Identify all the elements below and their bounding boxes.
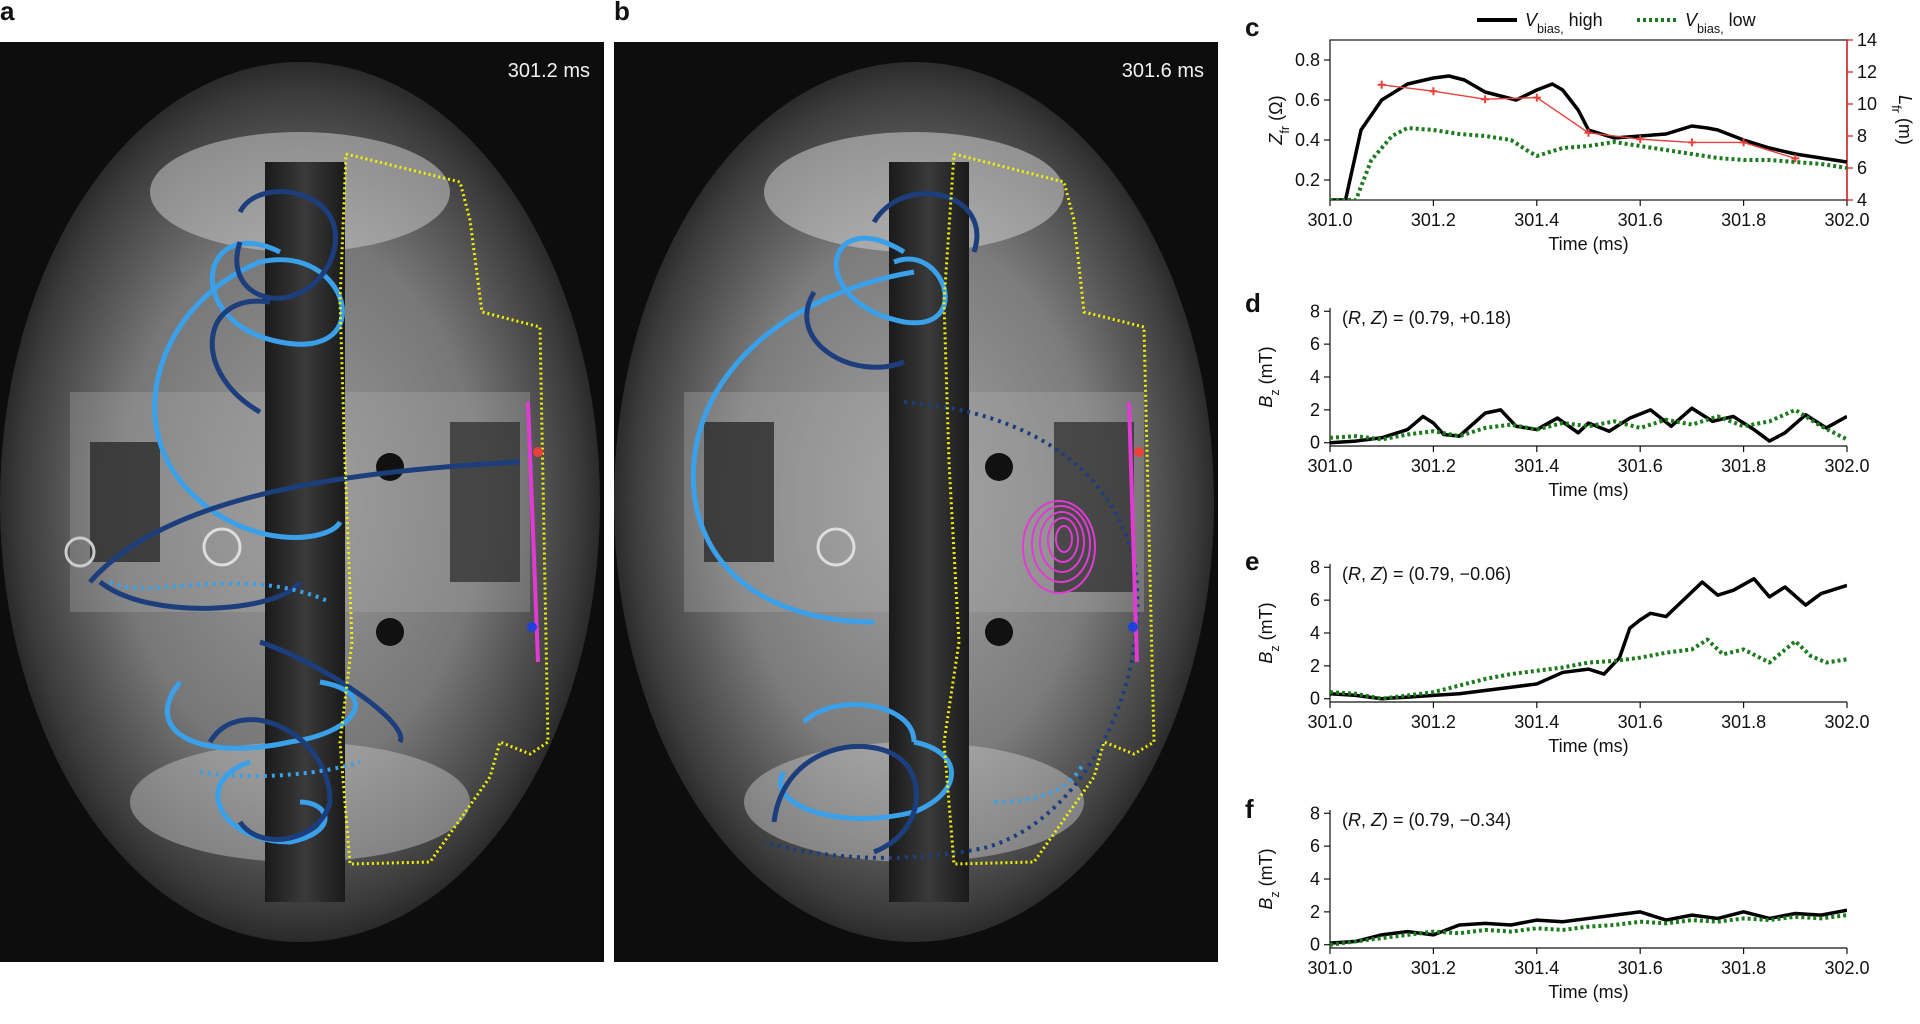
- panel-letter-e: e: [1245, 546, 1259, 576]
- x-tick-label: 301.0: [1307, 712, 1352, 732]
- y-tick-label: 8: [1310, 803, 1320, 823]
- panel-letter-a: a: [0, 0, 15, 26]
- y-tick-label: 0.6: [1295, 90, 1320, 110]
- x-tick-label: 301.8: [1721, 712, 1766, 732]
- y-axis-label: Zfr (Ω): [1266, 95, 1292, 145]
- frame-timestamp-b: 301.6 ms: [1121, 60, 1204, 82]
- chart-c: c 301.0 301.2 301.4 301.6 301.8 302.0 0.2 0.4 0.6…: [1245, 10, 1915, 254]
- x-axis-label: Time (ms): [1548, 480, 1628, 500]
- x-tick-label: 301.2: [1411, 712, 1456, 732]
- y-tick-label: 0.8: [1295, 50, 1320, 70]
- series-line-vbias-low: [1330, 407, 1847, 442]
- x-tick-label: 301.2: [1411, 456, 1456, 476]
- x-tick-label: 301.2: [1411, 958, 1456, 978]
- x-tick-label: 302.0: [1824, 712, 1869, 732]
- point-lfr: [1584, 128, 1593, 137]
- point-lfr: [1377, 80, 1386, 89]
- y-tick-label: 0: [1310, 689, 1320, 709]
- x-tick-label: 301.6: [1618, 456, 1663, 476]
- series-line-vbias-low: [1330, 637, 1847, 701]
- y-tick-label: 8: [1310, 557, 1320, 577]
- plot-frame: [1329, 39, 1848, 201]
- series-line-vbias-low: [1330, 126, 1847, 200]
- chart-f: f 301.0 301.2 301.4 301.6 301.8 302.0 0 2 4 6 8 Time…: [1245, 794, 1870, 1002]
- x-axis-label: Time (ms): [1548, 234, 1628, 254]
- right-y-tick-label: 8: [1857, 126, 1867, 146]
- camera-image-b: 301.6 ms: [614, 42, 1218, 962]
- y-tick-label: 6: [1310, 590, 1320, 610]
- legend-label-high: Vbias, high: [1525, 10, 1603, 36]
- x-tick-label: 301.0: [1307, 456, 1352, 476]
- y-tick-label: 0: [1310, 433, 1320, 453]
- y-tick-label: 4: [1310, 623, 1320, 643]
- legend-label-low: Vbias, low: [1685, 10, 1757, 36]
- x-tick-label: 301.6: [1618, 712, 1663, 732]
- point-lfr: [1481, 95, 1490, 104]
- chart-d: d 301.0 301.2 301.4 301.6 301.8 302.0 0 2 4 6 8 Time…: [1245, 288, 1870, 500]
- x-tick-label: 301.4: [1514, 210, 1559, 230]
- panel-letter-d: d: [1245, 288, 1261, 318]
- x-tick-label: 301.6: [1618, 958, 1663, 978]
- x-tick-label: 301.2: [1411, 210, 1456, 230]
- x-tick-label: 301.4: [1514, 958, 1559, 978]
- right-y-tick-label: 12: [1857, 62, 1877, 82]
- series-line-vbias-high: [1330, 74, 1847, 200]
- y-tick-label: 0.4: [1295, 130, 1320, 150]
- right-y-tick-label: 10: [1857, 94, 1877, 114]
- frame-timestamp-a: 301.2 ms: [507, 60, 590, 82]
- panel-letter-c: c: [1245, 12, 1259, 42]
- right-y-tick-label: 14: [1857, 30, 1877, 50]
- y-tick-label: 2: [1310, 400, 1320, 420]
- coordinate-annotation: (R, Z) = (0.79, −0.34): [1342, 810, 1511, 830]
- x-axis-label: Time (ms): [1548, 982, 1628, 1002]
- y-tick-label: 8: [1310, 301, 1320, 321]
- camera-image-a: 301.2 ms: [0, 42, 604, 962]
- series-line-vbias-high: [1330, 577, 1847, 701]
- chart-e: e 301.0 301.2 301.4 301.6 301.8 302.0 0 2 4 6 8 Time…: [1245, 546, 1870, 756]
- x-tick-label: 301.0: [1307, 958, 1352, 978]
- x-tick-label: 301.8: [1721, 958, 1766, 978]
- series-line-vbias-low: [1330, 913, 1847, 947]
- right-y-axis-label: Lfr (m): [1889, 95, 1915, 145]
- point-lfr: [1636, 135, 1645, 144]
- y-axis-label: Bz (mT): [1256, 346, 1282, 407]
- panel-letter-f: f: [1245, 794, 1254, 824]
- y-axis-label: Bz (mT): [1256, 848, 1282, 909]
- y-tick-label: 2: [1310, 656, 1320, 676]
- panel-letter-b: b: [614, 0, 630, 26]
- point-lfr: [1791, 154, 1800, 163]
- x-tick-label: 301.4: [1514, 456, 1559, 476]
- y-tick-label: 6: [1310, 836, 1320, 856]
- x-tick-label: 301.8: [1721, 210, 1766, 230]
- y-tick-label: 0.2: [1295, 170, 1320, 190]
- series-line-lfr: [1381, 84, 1796, 160]
- x-tick-label: 301.6: [1618, 210, 1663, 230]
- y-tick-label: 4: [1310, 367, 1320, 387]
- coordinate-annotation: (R, Z) = (0.79, +0.18): [1342, 308, 1511, 328]
- x-tick-label: 301.4: [1514, 712, 1559, 732]
- charts-panel: c 301.0 301.2 301.4 301.6 301.8 302.0 0.2 0.4 0.6…: [1245, 10, 1915, 1002]
- y-axis-label: Bz (mT): [1256, 602, 1282, 663]
- flux-contours: [1022, 500, 1096, 594]
- y-tick-label: 4: [1310, 869, 1320, 889]
- point-lfr: [1739, 138, 1748, 147]
- camera-frame-b-graphic: [614, 62, 1214, 942]
- x-tick-label: 302.0: [1824, 456, 1869, 476]
- x-tick-label: 302.0: [1824, 958, 1869, 978]
- right-y-tick-label: 6: [1857, 158, 1867, 178]
- x-axis-label: Time (ms): [1548, 736, 1628, 756]
- point-lfr: [1429, 87, 1438, 96]
- x-tick-label: 301.8: [1721, 456, 1766, 476]
- coordinate-annotation: (R, Z) = (0.79, −0.06): [1342, 564, 1511, 584]
- y-tick-label: 2: [1310, 902, 1320, 922]
- y-tick-label: 0: [1310, 935, 1320, 955]
- camera-frame-a-graphic: [0, 62, 600, 942]
- x-tick-label: 301.0: [1307, 210, 1352, 230]
- x-tick-label: 302.0: [1824, 210, 1869, 230]
- series-line-vbias-high: [1330, 406, 1847, 445]
- point-lfr: [1532, 93, 1541, 102]
- right-y-tick-label: 4: [1857, 190, 1867, 210]
- point-lfr: [1687, 138, 1696, 147]
- y-tick-label: 6: [1310, 334, 1320, 354]
